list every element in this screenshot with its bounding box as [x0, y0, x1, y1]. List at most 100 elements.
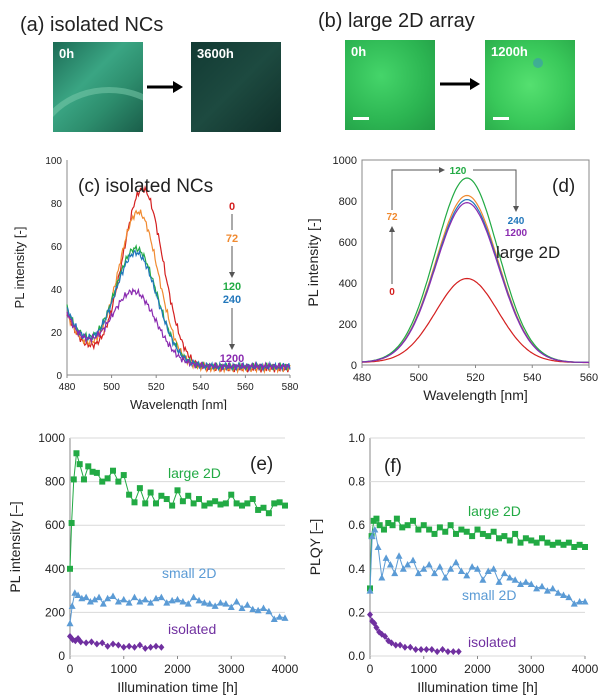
- data-point: [388, 639, 395, 647]
- data-point: [91, 595, 99, 603]
- data-point: [425, 560, 433, 568]
- data-point: [260, 604, 267, 612]
- data-point: [378, 574, 386, 581]
- data-point: [80, 476, 87, 483]
- data-point: [418, 645, 425, 653]
- data-point: [468, 563, 476, 570]
- y-tick-label: 200: [45, 605, 65, 619]
- data-point: [439, 645, 446, 653]
- before-time-label: 0h: [59, 46, 75, 61]
- data-point: [120, 472, 127, 479]
- time-arrow-head: [229, 344, 235, 350]
- data-point: [506, 537, 513, 544]
- y-tick-label: 1000: [38, 431, 65, 445]
- data-point: [249, 605, 257, 613]
- y-tick-label: 1000: [333, 155, 357, 167]
- y-tick-label: 0.4: [348, 562, 365, 576]
- data-point: [555, 539, 562, 546]
- data-point: [434, 648, 441, 656]
- data-point: [99, 600, 107, 607]
- data-point: [501, 533, 508, 540]
- data-point: [142, 644, 149, 652]
- data-point: [404, 560, 412, 568]
- panel-d-label: (d): [552, 176, 575, 197]
- y-tick-label: 800: [339, 196, 357, 208]
- spectrum-line-1200h: [361, 201, 590, 364]
- data-point: [399, 565, 407, 572]
- data-point: [152, 594, 160, 602]
- data-point: [500, 569, 508, 577]
- data-point: [270, 615, 278, 622]
- data-point: [77, 638, 84, 646]
- data-point: [174, 487, 181, 494]
- before-time-label: 0h: [351, 44, 367, 59]
- x-axis-label: Illumination time [h]: [417, 679, 538, 695]
- y-tick-label: 0.0: [348, 649, 365, 663]
- x-tick-label: 4000: [272, 662, 299, 676]
- data-point: [147, 643, 154, 651]
- panel-label: (f): [384, 456, 402, 477]
- data-point: [136, 485, 143, 492]
- data-point: [68, 602, 76, 609]
- data-point: [227, 603, 235, 610]
- x-axis-label: Wavelength [nm]: [130, 397, 227, 410]
- y-tick-label: 20: [51, 328, 63, 339]
- y-tick-label: 600: [339, 237, 357, 249]
- data-point: [401, 643, 408, 651]
- y-tick-label: 100: [45, 156, 62, 167]
- data-point: [95, 593, 103, 601]
- data-point: [73, 450, 80, 457]
- y-tick-label: 0: [56, 371, 62, 382]
- chart-f-plqy-time: 0.0 0.2 0.4 0.6 0.8 1.0 0 1000 2000 3000 4000 Illum…: [307, 431, 599, 695]
- data-point: [560, 541, 567, 548]
- data-point: [196, 496, 202, 503]
- data-point: [522, 535, 529, 542]
- data-point: [442, 528, 449, 535]
- spectrum-line-72h: [66, 209, 291, 375]
- data-point: [158, 492, 165, 499]
- y-tick-label: 0.6: [348, 518, 365, 532]
- panel-label: (e): [250, 454, 273, 475]
- data-point: [83, 639, 90, 647]
- data-point: [436, 563, 444, 570]
- data-point: [576, 541, 583, 548]
- series-label-large-2D: large 2D: [468, 503, 521, 519]
- data-point: [378, 630, 385, 638]
- data-point: [382, 554, 390, 561]
- data-point: [409, 556, 417, 564]
- data-point: [565, 593, 573, 601]
- large-2d-annotation: large 2D: [496, 243, 560, 262]
- data-point: [239, 502, 245, 509]
- data-point: [67, 565, 73, 572]
- data-point: [544, 539, 551, 546]
- data-point: [184, 600, 192, 607]
- data-point: [265, 607, 273, 615]
- data-point: [141, 595, 149, 603]
- data-point: [469, 533, 476, 540]
- data-point: [527, 580, 535, 588]
- data-point: [415, 526, 422, 533]
- data-point: [554, 589, 562, 596]
- y-tick-label: 800: [45, 475, 65, 489]
- data-point: [506, 574, 514, 581]
- data-point: [485, 533, 492, 540]
- data-point: [528, 537, 535, 544]
- data-point: [371, 526, 379, 533]
- data-point: [436, 524, 443, 531]
- data-point: [93, 469, 100, 476]
- data-point: [420, 565, 428, 572]
- x-tick-label: 2000: [164, 662, 191, 676]
- data-point: [517, 580, 524, 588]
- data-point: [539, 535, 545, 542]
- x-tick-label: 3000: [518, 662, 545, 676]
- data-point: [88, 638, 95, 646]
- data-point: [206, 600, 214, 607]
- data-point: [479, 576, 487, 583]
- y-tick-label: 0: [58, 649, 65, 663]
- x-tick-label: 3000: [218, 662, 245, 676]
- series-label-large-2D: large 2D: [168, 465, 221, 481]
- data-point: [200, 599, 208, 606]
- data-point: [157, 593, 165, 601]
- data-point: [455, 648, 462, 656]
- data-point: [120, 595, 128, 603]
